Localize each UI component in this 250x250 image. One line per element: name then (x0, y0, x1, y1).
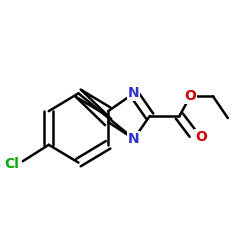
Text: N: N (128, 86, 140, 100)
Text: N: N (128, 132, 140, 146)
Text: O: O (195, 130, 207, 144)
Text: O: O (184, 89, 196, 103)
Text: Cl: Cl (4, 156, 19, 170)
